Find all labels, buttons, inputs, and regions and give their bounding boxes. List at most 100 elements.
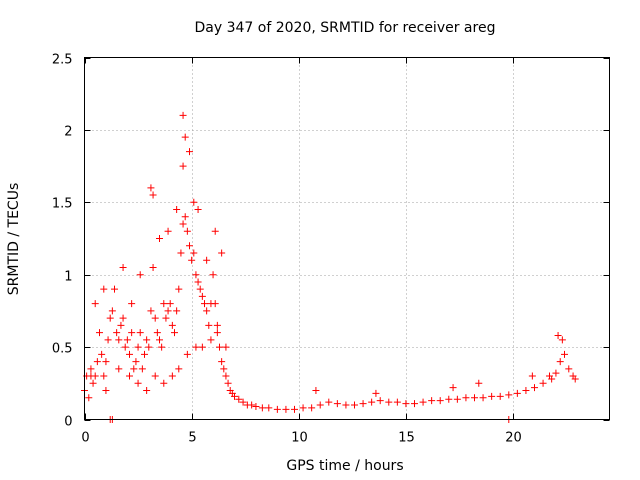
data-point <box>123 336 131 344</box>
data-point <box>143 387 151 395</box>
data-point <box>100 372 108 380</box>
data-point <box>104 336 112 344</box>
data-point <box>160 300 168 308</box>
data-point <box>552 369 560 377</box>
data-point <box>565 365 573 373</box>
data-point <box>273 405 281 413</box>
data-point <box>372 389 380 397</box>
data-point <box>190 249 198 257</box>
data-point <box>179 162 187 170</box>
data-point <box>149 191 157 199</box>
data-point <box>258 404 266 412</box>
data-point <box>291 405 298 413</box>
data-point <box>531 384 538 392</box>
y-tick-label: 2.5 <box>52 53 73 68</box>
data-point <box>368 398 376 406</box>
x-axis-title: GPS time / hours <box>286 458 403 474</box>
data-point <box>211 227 219 235</box>
data-point <box>173 307 181 315</box>
data-point <box>471 394 478 402</box>
data-point <box>126 350 133 358</box>
data-point <box>166 300 174 308</box>
data-point <box>205 321 213 329</box>
data-point <box>231 392 238 400</box>
data-point <box>113 329 121 337</box>
data-point <box>196 285 204 293</box>
data-point <box>216 343 223 351</box>
tick-labels: 0 0.5 1 1.5 2 2.5 0 5 10 15 20 <box>52 53 522 446</box>
data-point <box>160 379 168 387</box>
data-point <box>194 278 202 286</box>
data-point <box>201 300 208 308</box>
data-point <box>183 227 191 235</box>
data-point <box>181 213 189 221</box>
x-tick-label: 0 <box>81 431 89 446</box>
data-point <box>130 365 138 373</box>
data-point <box>351 401 358 409</box>
data-point <box>505 391 513 399</box>
data-point <box>158 343 166 351</box>
data-point <box>179 111 187 119</box>
data-point <box>496 392 504 400</box>
data-point <box>179 220 187 228</box>
data-point <box>248 401 256 409</box>
data-point <box>316 401 324 409</box>
y-tick-label: 0.5 <box>52 342 73 357</box>
data-point <box>106 314 114 322</box>
data-point <box>265 404 273 412</box>
y-tick-label: 1 <box>64 270 72 285</box>
data-point <box>539 379 547 387</box>
data-point <box>100 285 108 293</box>
data-point <box>449 384 457 392</box>
data-point <box>151 314 159 322</box>
data-point <box>203 256 211 264</box>
data-point <box>475 379 483 387</box>
x-tick-label: 10 <box>291 431 308 446</box>
data-point <box>211 300 219 308</box>
data-point <box>145 343 153 351</box>
data-point <box>558 336 566 344</box>
data-point <box>136 329 144 337</box>
data-point <box>342 401 350 409</box>
data-point <box>111 285 118 293</box>
data-point <box>198 292 206 300</box>
data-point <box>213 329 221 337</box>
data-point <box>312 387 320 395</box>
data-point <box>141 350 148 358</box>
data-point <box>156 336 163 344</box>
data-point <box>188 256 196 264</box>
data-point <box>115 365 123 373</box>
data-point <box>239 398 247 406</box>
chart-title: Day 347 of 2020, SRMTID for receiver are… <box>195 20 496 36</box>
data-point <box>402 400 410 408</box>
data-point <box>198 343 206 351</box>
data-point <box>218 358 226 366</box>
data-point <box>571 375 579 383</box>
y-tick-label: 2 <box>64 125 72 140</box>
data-point <box>156 235 163 242</box>
data-point <box>220 365 228 373</box>
y-tick-label: 1.5 <box>52 197 73 212</box>
data-point <box>513 389 521 397</box>
data-point <box>462 394 470 402</box>
data-point <box>96 329 103 337</box>
data-point <box>252 402 260 410</box>
data-point <box>171 329 178 337</box>
data-point <box>203 307 211 315</box>
data-point <box>91 300 99 308</box>
data-point <box>192 343 200 351</box>
data-point <box>528 372 536 380</box>
data-point <box>102 387 110 395</box>
data-point <box>147 307 155 315</box>
y-axis-title: SRMTID / TECUs <box>6 183 22 296</box>
data-point <box>453 395 461 403</box>
data-point <box>235 395 243 403</box>
data-point <box>134 343 142 351</box>
data-point <box>186 148 193 156</box>
data-point <box>115 336 123 344</box>
data-point <box>194 206 202 214</box>
data-point <box>119 314 127 322</box>
data-point <box>411 400 418 408</box>
plot-frame <box>84 57 610 420</box>
